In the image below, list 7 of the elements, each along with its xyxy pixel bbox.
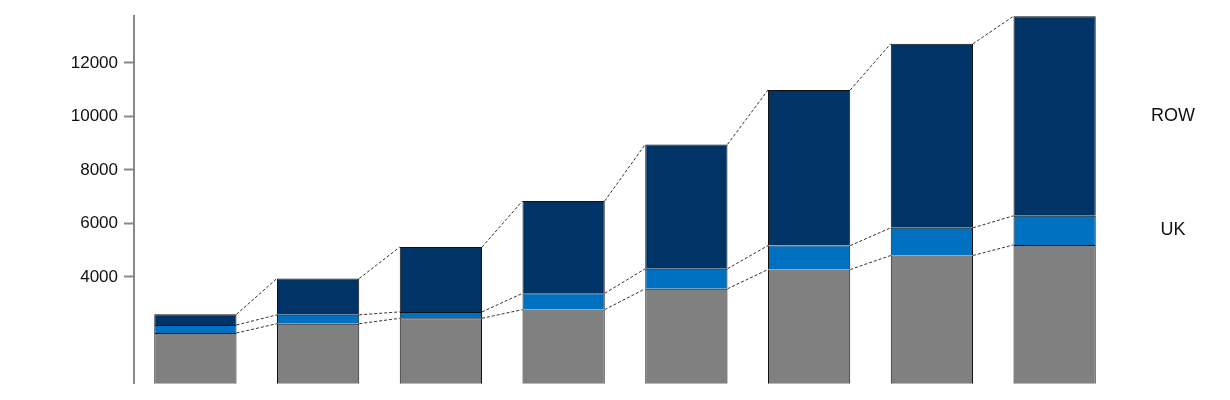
y-tick-label: 8000	[80, 159, 118, 179]
text: UK	[1160, 219, 1186, 240]
y-tick-label: 12000	[70, 52, 118, 72]
y-tick-label: 6000	[80, 213, 118, 233]
y-tick-label: 4000	[80, 266, 118, 286]
y-tick-label: 10000	[70, 106, 118, 126]
text: ROW	[1151, 104, 1195, 125]
